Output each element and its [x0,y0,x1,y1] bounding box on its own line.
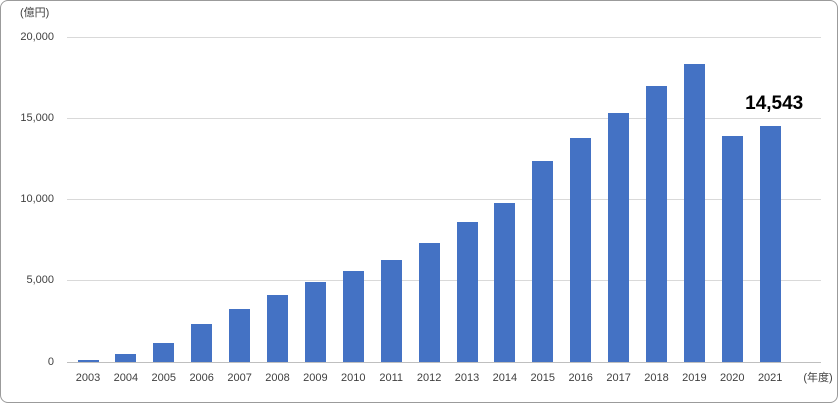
bar-2009 [304,282,326,362]
bar-2012 [418,243,440,362]
x-axis-line [67,362,821,363]
x-tick-2017: 2017 [606,372,631,384]
bar-2018 [646,85,667,362]
x-tick-2016: 2016 [568,372,593,384]
x-tick-2012: 2012 [416,372,442,384]
x-tick-2014: 2014 [492,372,518,384]
bar-2015 [532,161,554,362]
x-tick-2006: 2006 [189,372,214,384]
x-tick-2004: 2004 [113,372,139,384]
x-tick-2018: 2018 [644,372,669,384]
x-axis-suffix-label: (年度) [803,372,833,384]
y-tick-10000: 10,000 [20,193,54,205]
bar-2011 [380,260,402,362]
x-tick-2021: 2021 [757,372,783,384]
y-axis-unit-label: (億円) [20,7,50,19]
bar-2004 [115,353,137,362]
y-tick-5000: 5,000 [26,274,54,287]
y-tick-0: 0 [47,355,54,368]
bar-2006 [191,323,213,362]
x-tick-2013: 2013 [454,372,480,384]
gridline-20000 [67,36,821,38]
x-tick-2007: 2007 [227,372,252,384]
x-tick-2008: 2008 [265,372,290,384]
gridline-15000 [67,117,821,119]
x-tick-2005: 2005 [151,372,177,384]
bar-2008 [267,294,288,362]
gridline-5000 [67,280,821,282]
x-tick-2015: 2015 [530,372,556,384]
x-tick-2011: 2011 [379,372,404,384]
bar-2007 [229,309,251,362]
bar-2010 [342,271,364,362]
bar-2016 [570,137,592,362]
bar-2021 [759,125,781,362]
x-tick-2019: 2019 [682,372,707,384]
bar-2013 [456,222,478,362]
x-tick-2003: 2003 [75,372,101,384]
bar-2003 [77,359,99,362]
x-tick-2020: 2020 [720,372,745,384]
bar-2017 [608,113,630,362]
gridline-10000 [67,199,821,200]
x-tick-2009: 2009 [303,372,328,384]
bar-2019 [683,63,705,362]
y-tick-20000: 20,000 [20,30,54,43]
data-label-2021: 14,543 [745,92,804,114]
x-tick-2010: 2010 [341,372,366,384]
bar-2020 [721,136,743,362]
bar-2014 [494,202,516,362]
y-tick-15000: 15,000 [20,111,54,124]
bar-2005 [153,342,175,362]
